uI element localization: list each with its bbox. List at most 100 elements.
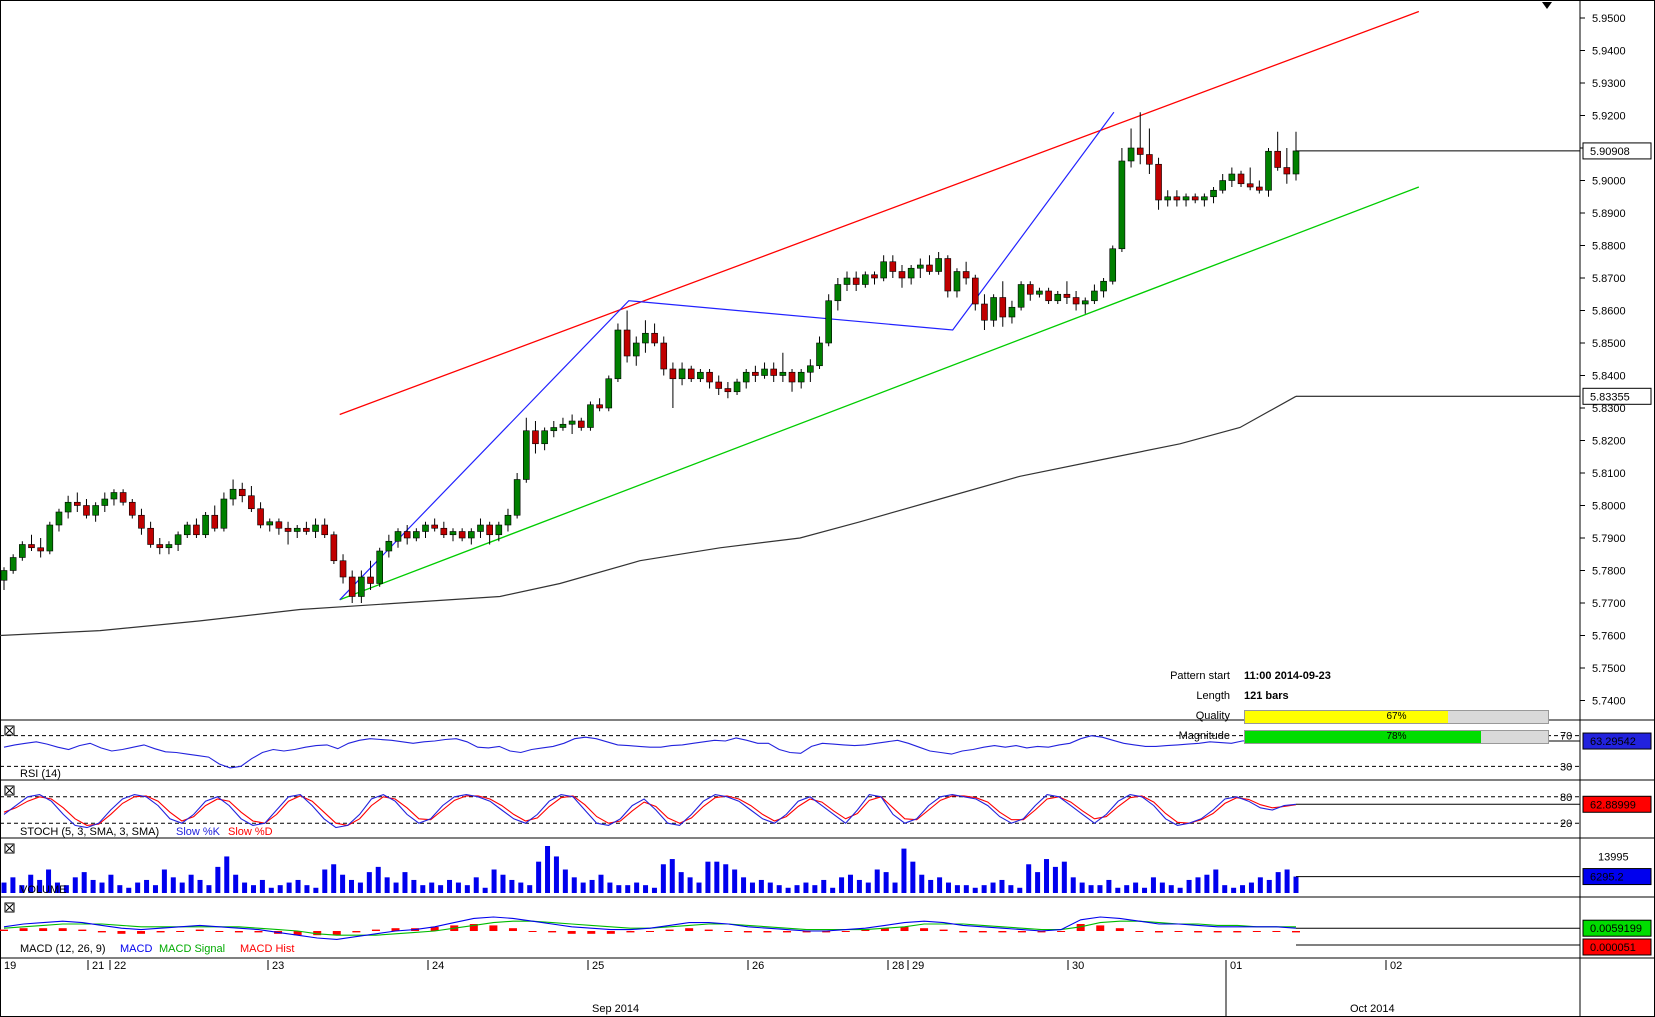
volume-bar xyxy=(607,882,613,893)
stoch-level-80-label: 80 xyxy=(1560,792,1572,804)
candle xyxy=(550,427,558,432)
quality-label: Quality xyxy=(1195,710,1230,722)
candle xyxy=(596,404,603,409)
macd-hist-bar xyxy=(1057,931,1066,932)
volume-bar xyxy=(714,861,720,893)
volume-bar xyxy=(1240,885,1246,893)
macd-hist-bar xyxy=(1076,924,1085,931)
volume-bar xyxy=(1044,859,1050,893)
macd-pane: 0.0059199 0.000051 xyxy=(0,902,1655,959)
candle xyxy=(1256,186,1263,191)
candle xyxy=(339,560,347,578)
candle xyxy=(788,371,796,383)
volume-bar xyxy=(1204,874,1210,893)
price-tick-label: 5.7600 xyxy=(1592,631,1626,643)
candle xyxy=(1146,154,1153,165)
volume-bar xyxy=(651,887,657,893)
ma-price-label: 5.83355 xyxy=(1590,391,1630,403)
volume-bar xyxy=(447,879,453,893)
candle xyxy=(1210,189,1217,198)
length-value: 121 bars xyxy=(1244,690,1289,702)
volume-bar xyxy=(1008,885,1014,893)
volume-bar xyxy=(197,879,203,893)
candle xyxy=(394,531,402,542)
volume-bar xyxy=(117,885,123,893)
pattern-start-label: Pattern start xyxy=(1170,670,1230,682)
volume-bar xyxy=(945,882,951,893)
volume-bar xyxy=(349,879,355,893)
macd-hist-bar xyxy=(1174,931,1183,932)
current-price-label: 5.90908 xyxy=(1590,146,1630,158)
macd-title: MACD (12, 26, 9) xyxy=(20,943,106,955)
rsi-level-70-label: 70 xyxy=(1560,731,1572,743)
macd-hist-bar xyxy=(548,931,557,933)
volume-bar xyxy=(438,885,444,893)
candle xyxy=(1201,196,1208,201)
rsi-value-label: 63.29542 xyxy=(1590,736,1636,748)
candle xyxy=(1155,163,1162,201)
volume-bar xyxy=(19,885,25,893)
stoch-close-icon-x2 xyxy=(5,786,14,795)
candle xyxy=(28,544,35,549)
volume-bar xyxy=(660,864,666,893)
candle xyxy=(816,342,823,367)
volume-bar xyxy=(1088,885,1094,893)
volume-bar xyxy=(1213,869,1219,893)
macd-hist-bar xyxy=(783,931,792,933)
price-tick-label: 5.8000 xyxy=(1592,501,1626,513)
candle xyxy=(477,524,484,532)
volume-bar xyxy=(749,882,755,893)
candle xyxy=(1274,150,1281,168)
volume-bar xyxy=(705,861,711,893)
macd-hist-bar xyxy=(234,931,243,933)
volume-bar xyxy=(830,887,836,893)
magnitude-label: Magnitude xyxy=(1178,730,1230,742)
candle xyxy=(651,332,658,344)
magnitude-bar: 78% xyxy=(1244,730,1549,744)
rsi-close-icon-x2 xyxy=(5,726,14,735)
macd-hist-bar xyxy=(724,931,733,932)
candle xyxy=(202,514,209,536)
volume-bar xyxy=(144,879,150,893)
candle xyxy=(101,498,109,506)
macd-hist-bar xyxy=(0,929,8,931)
candle xyxy=(1091,290,1098,302)
volume-bar xyxy=(589,879,595,893)
volume-bar xyxy=(865,882,871,893)
volume-bar xyxy=(250,885,256,893)
candle xyxy=(834,284,842,302)
candle xyxy=(1072,297,1080,305)
volume-bar xyxy=(1275,872,1281,893)
candle xyxy=(284,527,292,532)
macd-hist-bar xyxy=(1096,925,1105,931)
candle xyxy=(312,524,319,532)
candle xyxy=(559,423,567,428)
volume-bar xyxy=(518,882,524,893)
volume-bar xyxy=(233,874,239,893)
volume-bar xyxy=(277,885,283,893)
price-tick-label: 5.8900 xyxy=(1592,208,1626,220)
volume-bar xyxy=(482,887,488,893)
volume-bar xyxy=(1177,887,1183,893)
candle xyxy=(303,527,310,532)
candle xyxy=(9,557,17,571)
candle xyxy=(174,534,182,545)
candle xyxy=(348,576,356,597)
volume-value-label: 6295.2 xyxy=(1590,872,1624,884)
candle xyxy=(880,261,887,279)
pattern-zigzag-line xyxy=(339,111,1115,601)
macd-hist-bar xyxy=(1213,931,1222,933)
candle xyxy=(1182,196,1190,201)
candle xyxy=(1164,196,1172,201)
volume-bar xyxy=(678,872,684,893)
volume-bar xyxy=(1142,887,1148,893)
candle xyxy=(1109,248,1117,282)
volume-bar xyxy=(384,877,390,893)
volume-value-label-box xyxy=(1582,868,1652,886)
volume-bar xyxy=(634,882,640,893)
volume-bar xyxy=(892,882,898,893)
candle xyxy=(825,300,832,344)
price-pane: 5.95005.94005.93005.92005.91005.90005.89… xyxy=(0,2,1655,721)
price-tick-label: 5.8100 xyxy=(1592,468,1626,480)
